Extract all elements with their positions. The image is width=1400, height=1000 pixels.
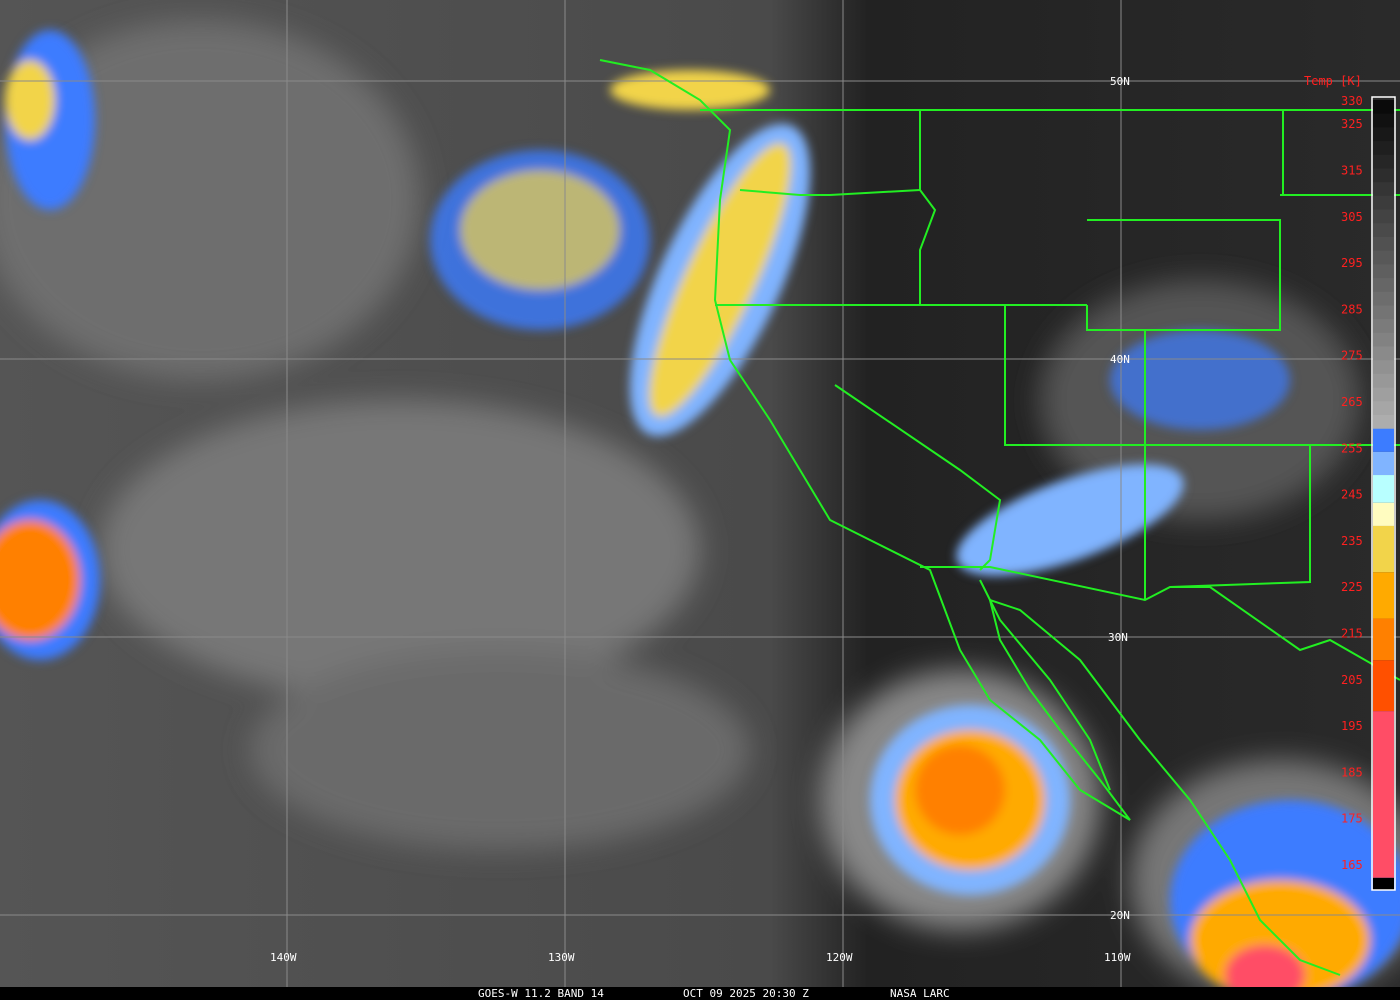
colorbar-band [1373, 360, 1394, 375]
colorbar-band [1373, 525, 1394, 573]
colorbar-band [1373, 100, 1394, 115]
lat-label: 50N [1110, 75, 1130, 88]
colorbar-tick-label: 175 [1341, 812, 1363, 826]
colorbar-tick-label: 205 [1341, 673, 1363, 687]
colorbar-tick-label: 185 [1341, 765, 1363, 779]
colorbar-band [1373, 195, 1394, 211]
lon-label: 140W [270, 951, 297, 964]
colorbar-tick-label: 215 [1341, 626, 1363, 640]
colorbar-band [1373, 428, 1394, 452]
colorbar-band [1373, 373, 1394, 389]
colorbar-band [1373, 141, 1394, 156]
colorbar-band [1373, 127, 1394, 142]
lat-label: 40N [1110, 353, 1130, 366]
caption-source: NASA LARC [890, 987, 950, 1000]
colorbar-band [1373, 291, 1394, 306]
colorbar-band [1373, 223, 1394, 238]
cold-cloud-tops [0, 30, 1400, 1000]
lon-label: 130W [548, 951, 575, 964]
colorbar-band [1373, 877, 1394, 890]
colorbar-tick-label: 165 [1341, 858, 1363, 872]
colorbar-title: Temp [K] [1304, 74, 1362, 88]
colorbar-tick-label: 315 [1341, 163, 1363, 177]
colorbar-band [1373, 618, 1394, 661]
colorbar-band [1373, 236, 1394, 252]
colorbar-tick-label: 225 [1341, 580, 1363, 594]
colorbar-band [1373, 319, 1394, 334]
state-border-ca-nv [834, 384, 1002, 571]
lat-label: 20N [1110, 909, 1130, 922]
state-border-nm-tx [1169, 445, 1311, 588]
colorbar-band [1373, 264, 1394, 279]
colorbar-tick-label: 330 [1341, 94, 1363, 108]
colorbar-tick-label: 265 [1341, 395, 1363, 409]
caption-bar: GOES-W 11.2 BAND 14 OCT 09 2025 20:30 Z … [0, 987, 1400, 1000]
colorbar-tick-label: 195 [1341, 719, 1363, 733]
colorbar-tick-label: 245 [1341, 488, 1363, 502]
colorbar-tick-label: 295 [1341, 256, 1363, 270]
colorbar-band [1373, 278, 1394, 293]
colorbar-band [1373, 182, 1394, 197]
colorbar-band [1373, 346, 1394, 361]
colorbar-band [1373, 305, 1394, 320]
state-border-oregon-north [739, 189, 921, 196]
lon-label: 120W [826, 951, 853, 964]
colorbar-band [1373, 711, 1394, 878]
state-border-wy [1086, 219, 1281, 331]
colorbar-band [1373, 387, 1394, 402]
colorbar-tick-label: 275 [1341, 349, 1363, 363]
colorbar-band [1373, 660, 1394, 712]
colorbar-band [1373, 168, 1394, 183]
state-border-ut-az [1004, 305, 1400, 446]
colorbar-band [1373, 475, 1394, 503]
caption-satellite: GOES-W 11.2 BAND 14 [478, 987, 604, 1000]
boundaries [599, 59, 1400, 976]
baja-gulf-coast [979, 579, 1111, 791]
lon-label: 110W [1104, 951, 1131, 964]
colorbar-tick-label: 235 [1341, 534, 1363, 548]
lat-label: 30N [1108, 631, 1128, 644]
colorbar-band [1373, 415, 1394, 430]
colorbar-band [1373, 154, 1394, 169]
caption-datetime: OCT 09 2025 20:30 Z [683, 987, 809, 1000]
colorbar-tick-label: 285 [1341, 302, 1363, 316]
colorbar-band [1373, 209, 1394, 224]
colorbar-band [1373, 250, 1394, 265]
colorbar-band [1373, 572, 1394, 619]
coastline [599, 59, 1341, 976]
grid-labels: 50N 40N 30N 20N 140W 130W 120W 110W [270, 75, 1131, 964]
colorbar-tick-label: 305 [1341, 210, 1363, 224]
colorbar-band [1373, 113, 1394, 128]
colorbar-tick-label: 325 [1341, 117, 1363, 131]
colorbar-band [1373, 332, 1394, 348]
temperature-colorbar: Temp [K] 330 325 315 305 295 285 275 265 255 245 2… [1304, 74, 1396, 891]
colorbar-band [1373, 401, 1394, 416]
idaho-border [919, 110, 937, 305]
colorbar-frame [1371, 96, 1396, 891]
colorbar-tick-label: 255 [1341, 441, 1363, 455]
colorbar-band [1373, 451, 1394, 476]
colorbar-band [1373, 502, 1394, 526]
